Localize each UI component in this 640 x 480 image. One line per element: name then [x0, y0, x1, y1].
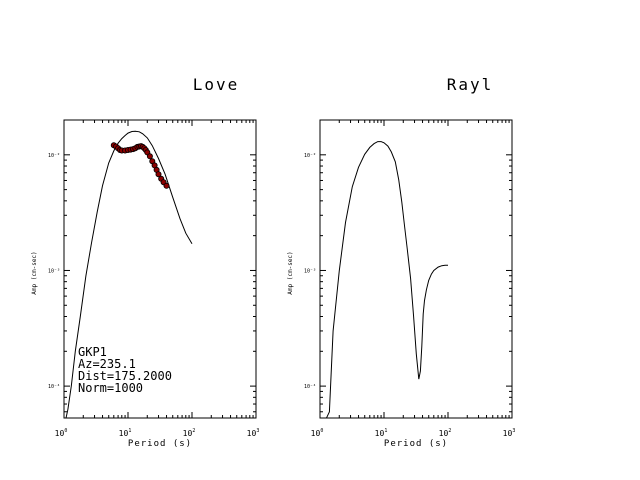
rayl-panel: Rayl 100 101 102 103 Period (s) 10⁻⁴ 10⁻³ 10⁻² Am… [287, 75, 515, 449]
x-tick-label: 102 [439, 428, 452, 438]
observed-point [155, 171, 162, 178]
y-tick-label: 10⁻² [48, 153, 60, 159]
plot-frame [319, 119, 513, 419]
observed-point [146, 153, 153, 160]
plot-area [65, 130, 193, 418]
plot-area [325, 141, 448, 418]
station-info-line: Norm=1000 [78, 381, 143, 395]
x-tick-label: 100 [311, 428, 324, 438]
station-info-line: Dist=175.2000 [78, 369, 172, 383]
station-info-line: Az=235.1 [78, 357, 136, 371]
station-info-line: GKP1 [78, 345, 107, 359]
x-tick-label: 101 [375, 428, 388, 438]
x-axis-label: Period (s) [128, 439, 192, 449]
chart-title: Love [193, 75, 240, 94]
amplitude-curve [325, 141, 448, 418]
amplitude-curve [65, 130, 193, 418]
y-axis-label: Amp (cm-sec) [31, 251, 38, 294]
x-tick-label: 101 [119, 428, 132, 438]
y-tick-label: 10⁻⁴ [304, 384, 316, 390]
plot-frame [63, 119, 257, 419]
y-tick-label: 10⁻³ [48, 268, 60, 274]
x-tick-label: 103 [247, 428, 260, 438]
y-tick-label: 10⁻² [304, 153, 316, 159]
chart-title: Rayl [447, 75, 494, 94]
observed-point [163, 182, 170, 189]
x-axis-label: Period (s) [384, 439, 448, 449]
x-tick-label: 102 [183, 428, 196, 438]
x-tick-label: 100 [55, 428, 68, 438]
y-tick-label: 10⁻³ [304, 268, 316, 274]
x-tick-label: 103 [503, 428, 516, 438]
y-axis-label: Amp (cm-sec) [287, 251, 294, 294]
y-tick-label: 10⁻⁴ [48, 384, 60, 390]
love-panel: Love 100 101 102 103 Period (s) 10⁻⁴ 10⁻³ 10⁻² Am… [31, 75, 259, 449]
